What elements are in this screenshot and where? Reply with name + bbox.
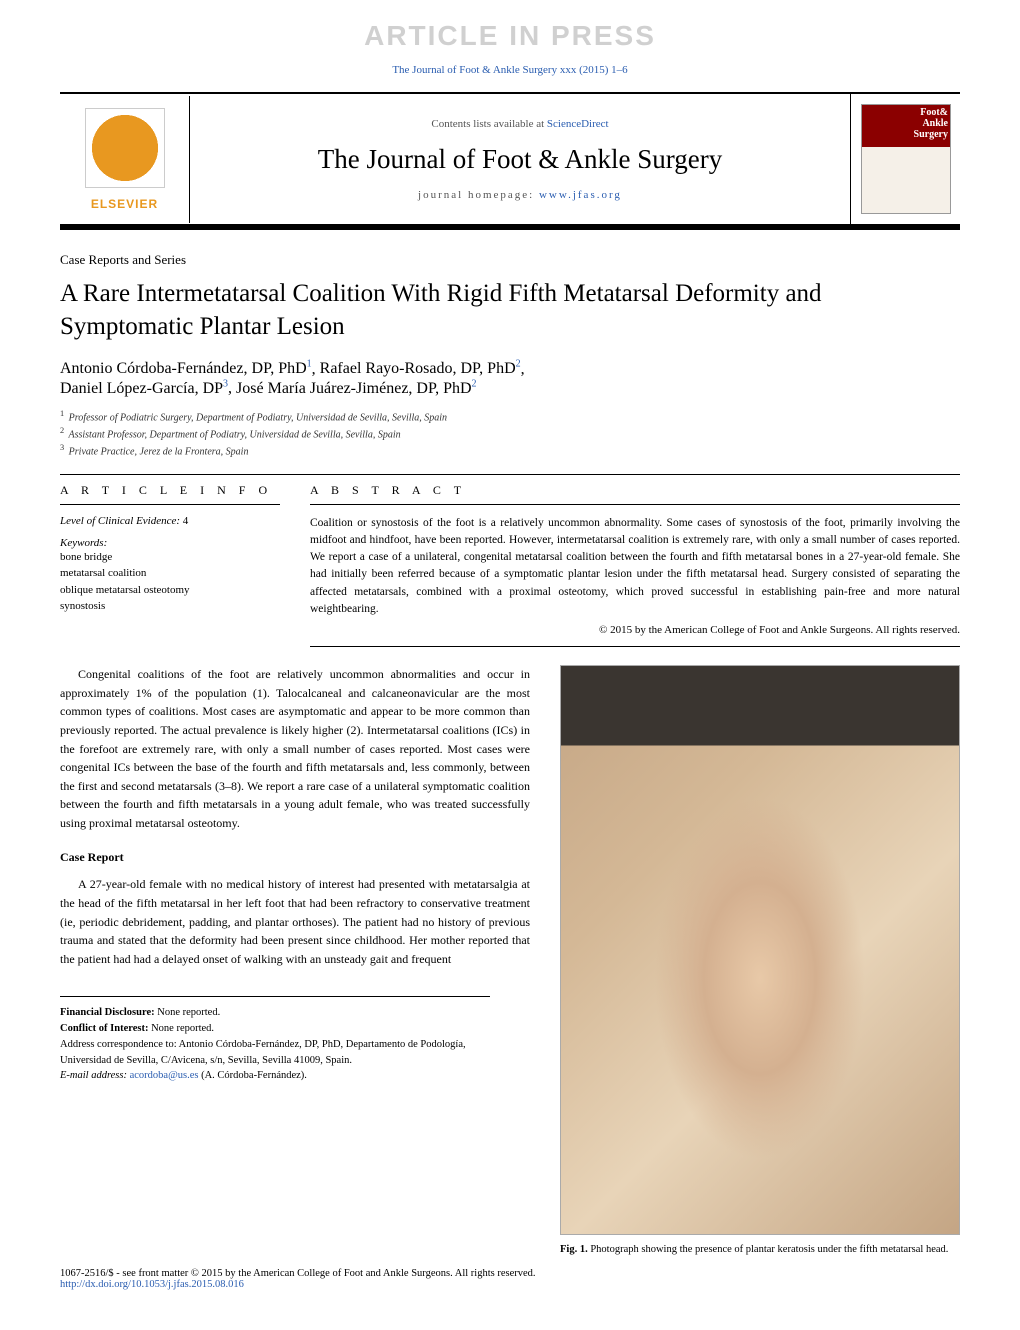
financial-value: None reported.	[157, 1007, 220, 1018]
figure-caption-text: Photograph showing the presence of plant…	[590, 1244, 948, 1255]
contents-prefix: Contents lists available at	[431, 118, 546, 130]
figure-label: Fig. 1.	[560, 1244, 588, 1255]
homepage-line: journal homepage: www.jfas.org	[200, 189, 840, 201]
cover-line3: Surgery	[864, 129, 948, 140]
author-aff-marker: 2	[472, 378, 477, 389]
abstract-col: A B S T R A C T Coalition or synostosis …	[310, 483, 960, 648]
author-2: Rafael Rayo-Rosado, DP, PhD2	[320, 360, 521, 377]
author-3: Daniel López-García, DP3	[60, 380, 228, 397]
aff-text: Assistant Professor, Department of Podia…	[69, 429, 401, 440]
rule	[310, 504, 960, 505]
financial-label: Financial Disclosure:	[60, 1007, 155, 1018]
article-info-col: A R T I C L E I N F O Level of Clinical …	[60, 483, 280, 648]
email-label: E-mail address:	[60, 1070, 127, 1081]
affiliations: 1 Professor of Podiatric Surgery, Depart…	[60, 408, 960, 460]
author-name: José María Juárez-Jiménez, DP, PhD	[236, 380, 472, 397]
footer-notes: Financial Disclosure: None reported. Con…	[60, 996, 490, 1084]
conflict-label: Conflict of Interest:	[60, 1023, 148, 1034]
footer-global: 1067-2516/$ - see front matter © 2015 by…	[60, 1268, 960, 1290]
cover-cell: Foot& Ankle Surgery	[850, 94, 960, 224]
publisher-name: ELSEVIER	[72, 197, 177, 211]
evidence-level: Level of Clinical Evidence: 4	[60, 515, 280, 527]
body-columns: Congenital coalitions of the foot are re…	[60, 665, 960, 1258]
author-name: Rafael Rayo-Rosado, DP, PhD	[320, 360, 516, 377]
conflict-of-interest: Conflict of Interest: None reported.	[60, 1021, 490, 1037]
body-left-column: Congenital coalitions of the foot are re…	[60, 665, 530, 1258]
sciencedirect-link[interactable]: ScienceDirect	[547, 118, 609, 130]
info-abstract-row: A R T I C L E I N F O Level of Clinical …	[60, 474, 960, 648]
abstract-heading: A B S T R A C T	[310, 483, 960, 498]
citation-top: The Journal of Foot & Ankle Surgery xxx …	[60, 64, 960, 76]
aff-num: 3	[60, 443, 64, 452]
conflict-value: None reported.	[151, 1023, 214, 1034]
affiliation-3: 3 Private Practice, Jerez de la Frontera…	[60, 442, 960, 459]
author-aff-marker: 1	[307, 359, 312, 370]
cover-line1: Foot&	[864, 107, 948, 118]
citation-link[interactable]: The Journal of Foot & Ankle Surgery xxx …	[392, 64, 627, 76]
keywords-list: bone bridge metatarsal coalition oblique…	[60, 549, 280, 615]
figure-1-image	[560, 665, 960, 1235]
aff-num: 2	[60, 426, 64, 435]
journal-cover-icon: Foot& Ankle Surgery	[861, 104, 951, 214]
figure-1-caption: Fig. 1. Photograph showing the presence …	[560, 1243, 960, 1258]
email-line: E-mail address: acordoba@us.es (A. Córdo…	[60, 1068, 490, 1084]
abstract-copyright: © 2015 by the American College of Foot a…	[310, 624, 960, 636]
homepage-link[interactable]: www.jfas.org	[539, 189, 622, 201]
header-middle: Contents lists available at ScienceDirec…	[190, 108, 850, 211]
affiliation-1: 1 Professor of Podiatric Surgery, Depart…	[60, 408, 960, 425]
evidence-label: Level of Clinical Evidence:	[60, 515, 180, 527]
affiliation-2: 2 Assistant Professor, Department of Pod…	[60, 425, 960, 442]
article-info-heading: A R T I C L E I N F O	[60, 483, 280, 498]
author-name: Daniel López-García, DP	[60, 380, 223, 397]
cover-line2: Ankle	[864, 118, 948, 129]
foot-photo-placeholder	[561, 666, 959, 1234]
rule	[60, 504, 280, 505]
author-aff-marker: 3	[223, 378, 228, 389]
body-right-column: Fig. 1. Photograph showing the presence …	[560, 665, 960, 1258]
case-report-heading: Case Report	[60, 850, 530, 865]
publisher-logo-cell: ELSEVIER	[60, 96, 190, 223]
authors-list: Antonio Córdoba-Fernández, DP, PhD1, Raf…	[60, 359, 960, 398]
keyword-item: bone bridge	[60, 549, 280, 566]
aff-text: Professor of Podiatric Surgery, Departme…	[69, 412, 447, 423]
evidence-value: 4	[183, 515, 189, 527]
correspondence: Address correspondence to: Antonio Córdo…	[60, 1037, 490, 1069]
watermark: ARTICLE IN PRESS	[60, 20, 960, 52]
author-aff-marker: 2	[516, 359, 521, 370]
aff-text: Private Practice, Jerez de la Frontera, …	[69, 447, 249, 458]
email-suffix: (A. Córdoba-Fernández).	[201, 1070, 307, 1081]
keyword-item: oblique metatarsal osteotomy	[60, 582, 280, 599]
section-label: Case Reports and Series	[60, 252, 960, 268]
author-4: José María Juárez-Jiménez, DP, PhD2	[236, 380, 477, 397]
keyword-item: synostosis	[60, 598, 280, 615]
intro-paragraph: Congenital coalitions of the foot are re…	[60, 665, 530, 832]
front-matter-line: 1067-2516/$ - see front matter © 2015 by…	[60, 1268, 960, 1279]
article-title: A Rare Intermetatarsal Coalition With Ri…	[60, 278, 960, 343]
author-1: Antonio Córdoba-Fernández, DP, PhD1	[60, 360, 312, 377]
journal-title: The Journal of Foot & Ankle Surgery	[200, 144, 840, 175]
aff-num: 1	[60, 409, 64, 418]
journal-header: ELSEVIER Contents lists available at Sci…	[60, 92, 960, 230]
keywords-label: Keywords:	[60, 537, 280, 549]
homepage-prefix: journal homepage:	[418, 189, 539, 201]
financial-disclosure: Financial Disclosure: None reported.	[60, 1005, 490, 1021]
keyword-item: metatarsal coalition	[60, 565, 280, 582]
email-link[interactable]: acordoba@us.es	[130, 1070, 199, 1081]
rule	[310, 646, 960, 647]
contents-line: Contents lists available at ScienceDirec…	[200, 118, 840, 130]
case-report-paragraph: A 27-year-old female with no medical his…	[60, 875, 530, 968]
abstract-text: Coalition or synostosis of the foot is a…	[310, 515, 960, 619]
page-container: ARTICLE IN PRESS The Journal of Foot & A…	[0, 0, 1020, 1330]
author-name: Antonio Córdoba-Fernández, DP, PhD	[60, 360, 307, 377]
doi-link[interactable]: http://dx.doi.org/10.1053/j.jfas.2015.08…	[60, 1279, 244, 1290]
elsevier-tree-icon	[85, 108, 165, 188]
